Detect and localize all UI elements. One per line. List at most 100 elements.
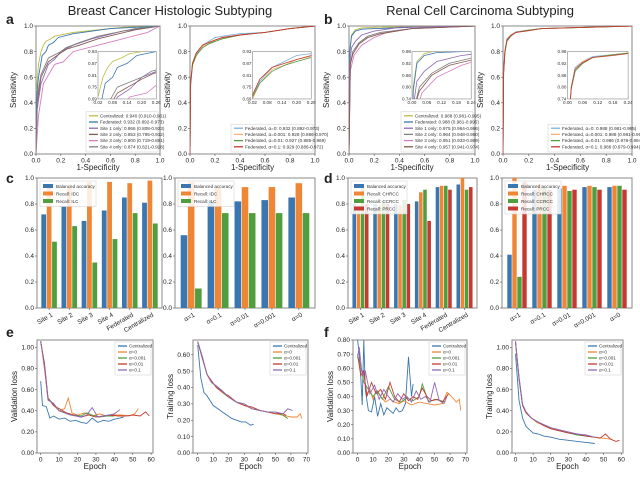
bar bbox=[195, 289, 202, 309]
inset-y-tick-label: 0.86 bbox=[558, 73, 567, 78]
y-tick-label: 0.50 bbox=[337, 380, 350, 387]
inset-y-tick-label: 0.92 bbox=[558, 61, 567, 66]
panel-label-a: a bbox=[6, 11, 14, 27]
legend-label: Recall: CHRCC bbox=[521, 191, 554, 196]
inset-y-tick-label: 0.93 bbox=[243, 49, 252, 54]
category-label: α=1 bbox=[509, 311, 523, 323]
bar bbox=[423, 190, 427, 308]
x-tick-label: 40 bbox=[111, 457, 119, 464]
legend-swatch bbox=[508, 184, 518, 188]
y-tick-label: 0.8 bbox=[337, 49, 346, 56]
legend-label: Federated: 0.988 (0.981-0.995) bbox=[415, 120, 479, 125]
legend-label: α=0 bbox=[599, 350, 607, 355]
x-tick-label: 0.2 bbox=[210, 158, 219, 165]
x-tick-label: 50 bbox=[129, 457, 137, 464]
y-tick-label: 0.4 bbox=[336, 253, 345, 260]
legend-label: Site 1 only: 0.975 (0.964-0.986) bbox=[415, 126, 480, 131]
category-label: α=0.01 bbox=[229, 311, 250, 327]
inset-y-tick-label: 0.74 bbox=[558, 96, 567, 101]
bar bbox=[427, 221, 431, 308]
legend-label: Federated, α=0.1: 0.929 (0.886-0.972) bbox=[245, 144, 324, 149]
bar bbox=[113, 239, 118, 308]
x-axis-label: Epoch bbox=[84, 462, 107, 471]
category-label: α=1 bbox=[183, 311, 197, 323]
legend-label: Site 4 only: 0.874 (0.821-0.928) bbox=[100, 144, 165, 149]
x-tick-label: 60 bbox=[287, 457, 295, 464]
x-tick-label: 60 bbox=[618, 457, 626, 464]
y-axis-label: Sensitivity bbox=[476, 72, 485, 108]
x-tick-label: 0.0 bbox=[498, 158, 507, 165]
bar bbox=[617, 186, 621, 308]
inset-x-tick-label: 0.24 bbox=[624, 100, 633, 105]
inset-x-tick-label: 0.18 bbox=[608, 100, 617, 105]
category-label: Site 2 bbox=[368, 311, 386, 326]
x-tick-label: 20 bbox=[225, 457, 233, 464]
legend-label: Site 1 only: 0.866 (0.808-0.923) bbox=[100, 126, 165, 131]
y-tick-label: 0.8 bbox=[163, 201, 172, 208]
y-tick-label: 0.60 bbox=[496, 387, 509, 394]
y-tick-label: 0.2 bbox=[490, 279, 499, 286]
bar bbox=[303, 213, 310, 308]
inset-y-tick-label: 0.93 bbox=[88, 49, 97, 54]
y-axis-label: Sensitivity bbox=[9, 72, 18, 108]
legend-label: Site 4 only: 0.957 (0.941-0.974) bbox=[415, 144, 480, 149]
bar bbox=[373, 204, 377, 308]
inset-x-tick-label: 0.20 bbox=[137, 100, 146, 105]
legend-label: Recall: PRCC bbox=[521, 206, 550, 211]
category-label: α=0.001 bbox=[573, 311, 597, 329]
x-tick-label: 0.2 bbox=[370, 158, 379, 165]
legend-label: α=0.01 bbox=[129, 362, 144, 367]
y-axis-label: Training loss bbox=[485, 374, 494, 419]
x-tick-label: 70 bbox=[303, 457, 311, 464]
legend-label: Centralized bbox=[599, 344, 623, 349]
y-tick-label: 0.70 bbox=[337, 351, 350, 358]
x-tick-label: 40 bbox=[582, 457, 590, 464]
y-tick-label: 0.60 bbox=[337, 365, 350, 372]
y-tick-label: 0.8 bbox=[491, 49, 500, 56]
inset-x-tick-label: 0.14 bbox=[277, 100, 286, 105]
y-tick-label: 0.00 bbox=[496, 450, 509, 457]
y-tick-label: 1.00 bbox=[21, 345, 34, 352]
bar bbox=[448, 190, 452, 308]
legend: Federated, α=0: 0.988 (0.981-0.995)Feder… bbox=[548, 124, 640, 152]
x-tick-label: 70 bbox=[462, 457, 470, 464]
legend-swatch bbox=[354, 199, 364, 203]
y-tick-label: 0.4 bbox=[337, 100, 346, 107]
x-tick-label: 0.8 bbox=[445, 158, 454, 165]
y-tick-label: 0.80 bbox=[496, 366, 509, 373]
inset-y-tick-label: 0.74 bbox=[402, 96, 411, 101]
legend-label: α=0 bbox=[443, 350, 451, 355]
inset-y-tick-label: 0.98 bbox=[402, 49, 411, 54]
legend-swatch bbox=[354, 207, 364, 211]
inset-y-tick-label: 0.87 bbox=[243, 61, 252, 66]
legend-swatch bbox=[508, 192, 518, 196]
bar bbox=[507, 255, 511, 308]
bar bbox=[456, 185, 460, 309]
y-tick-label: 0.0 bbox=[490, 305, 499, 312]
y-tick-label: 0.20 bbox=[337, 422, 350, 429]
bar bbox=[612, 186, 616, 308]
x-axis-label: 1-Specificity bbox=[231, 163, 274, 172]
y-tick-label: 0.4 bbox=[491, 100, 500, 107]
x-axis-label: 1-Specificity bbox=[76, 163, 119, 172]
category-label: α=0.01 bbox=[551, 311, 572, 327]
legend-label: Federated, α=0: 0.932 (0.892-0.973) bbox=[245, 126, 320, 131]
legend-label: Balanced accuracy bbox=[367, 184, 407, 189]
y-tick-label: 1.0 bbox=[24, 23, 33, 30]
title-renal: Renal Cell Carcinoma Subtyping bbox=[386, 3, 574, 18]
x-tick-label: 50 bbox=[600, 457, 608, 464]
legend: Centralized: 0.940 (0.910-0.961)Federate… bbox=[86, 112, 167, 152]
y-tick-label: 1.00 bbox=[496, 345, 509, 352]
y-tick-label: 0.60 bbox=[177, 352, 190, 359]
y-tick-label: 0.2 bbox=[24, 126, 33, 133]
x-axis-label: 1-Specificity bbox=[390, 163, 433, 172]
y-tick-label: 0.6 bbox=[178, 74, 187, 81]
legend-swatch bbox=[43, 192, 53, 196]
